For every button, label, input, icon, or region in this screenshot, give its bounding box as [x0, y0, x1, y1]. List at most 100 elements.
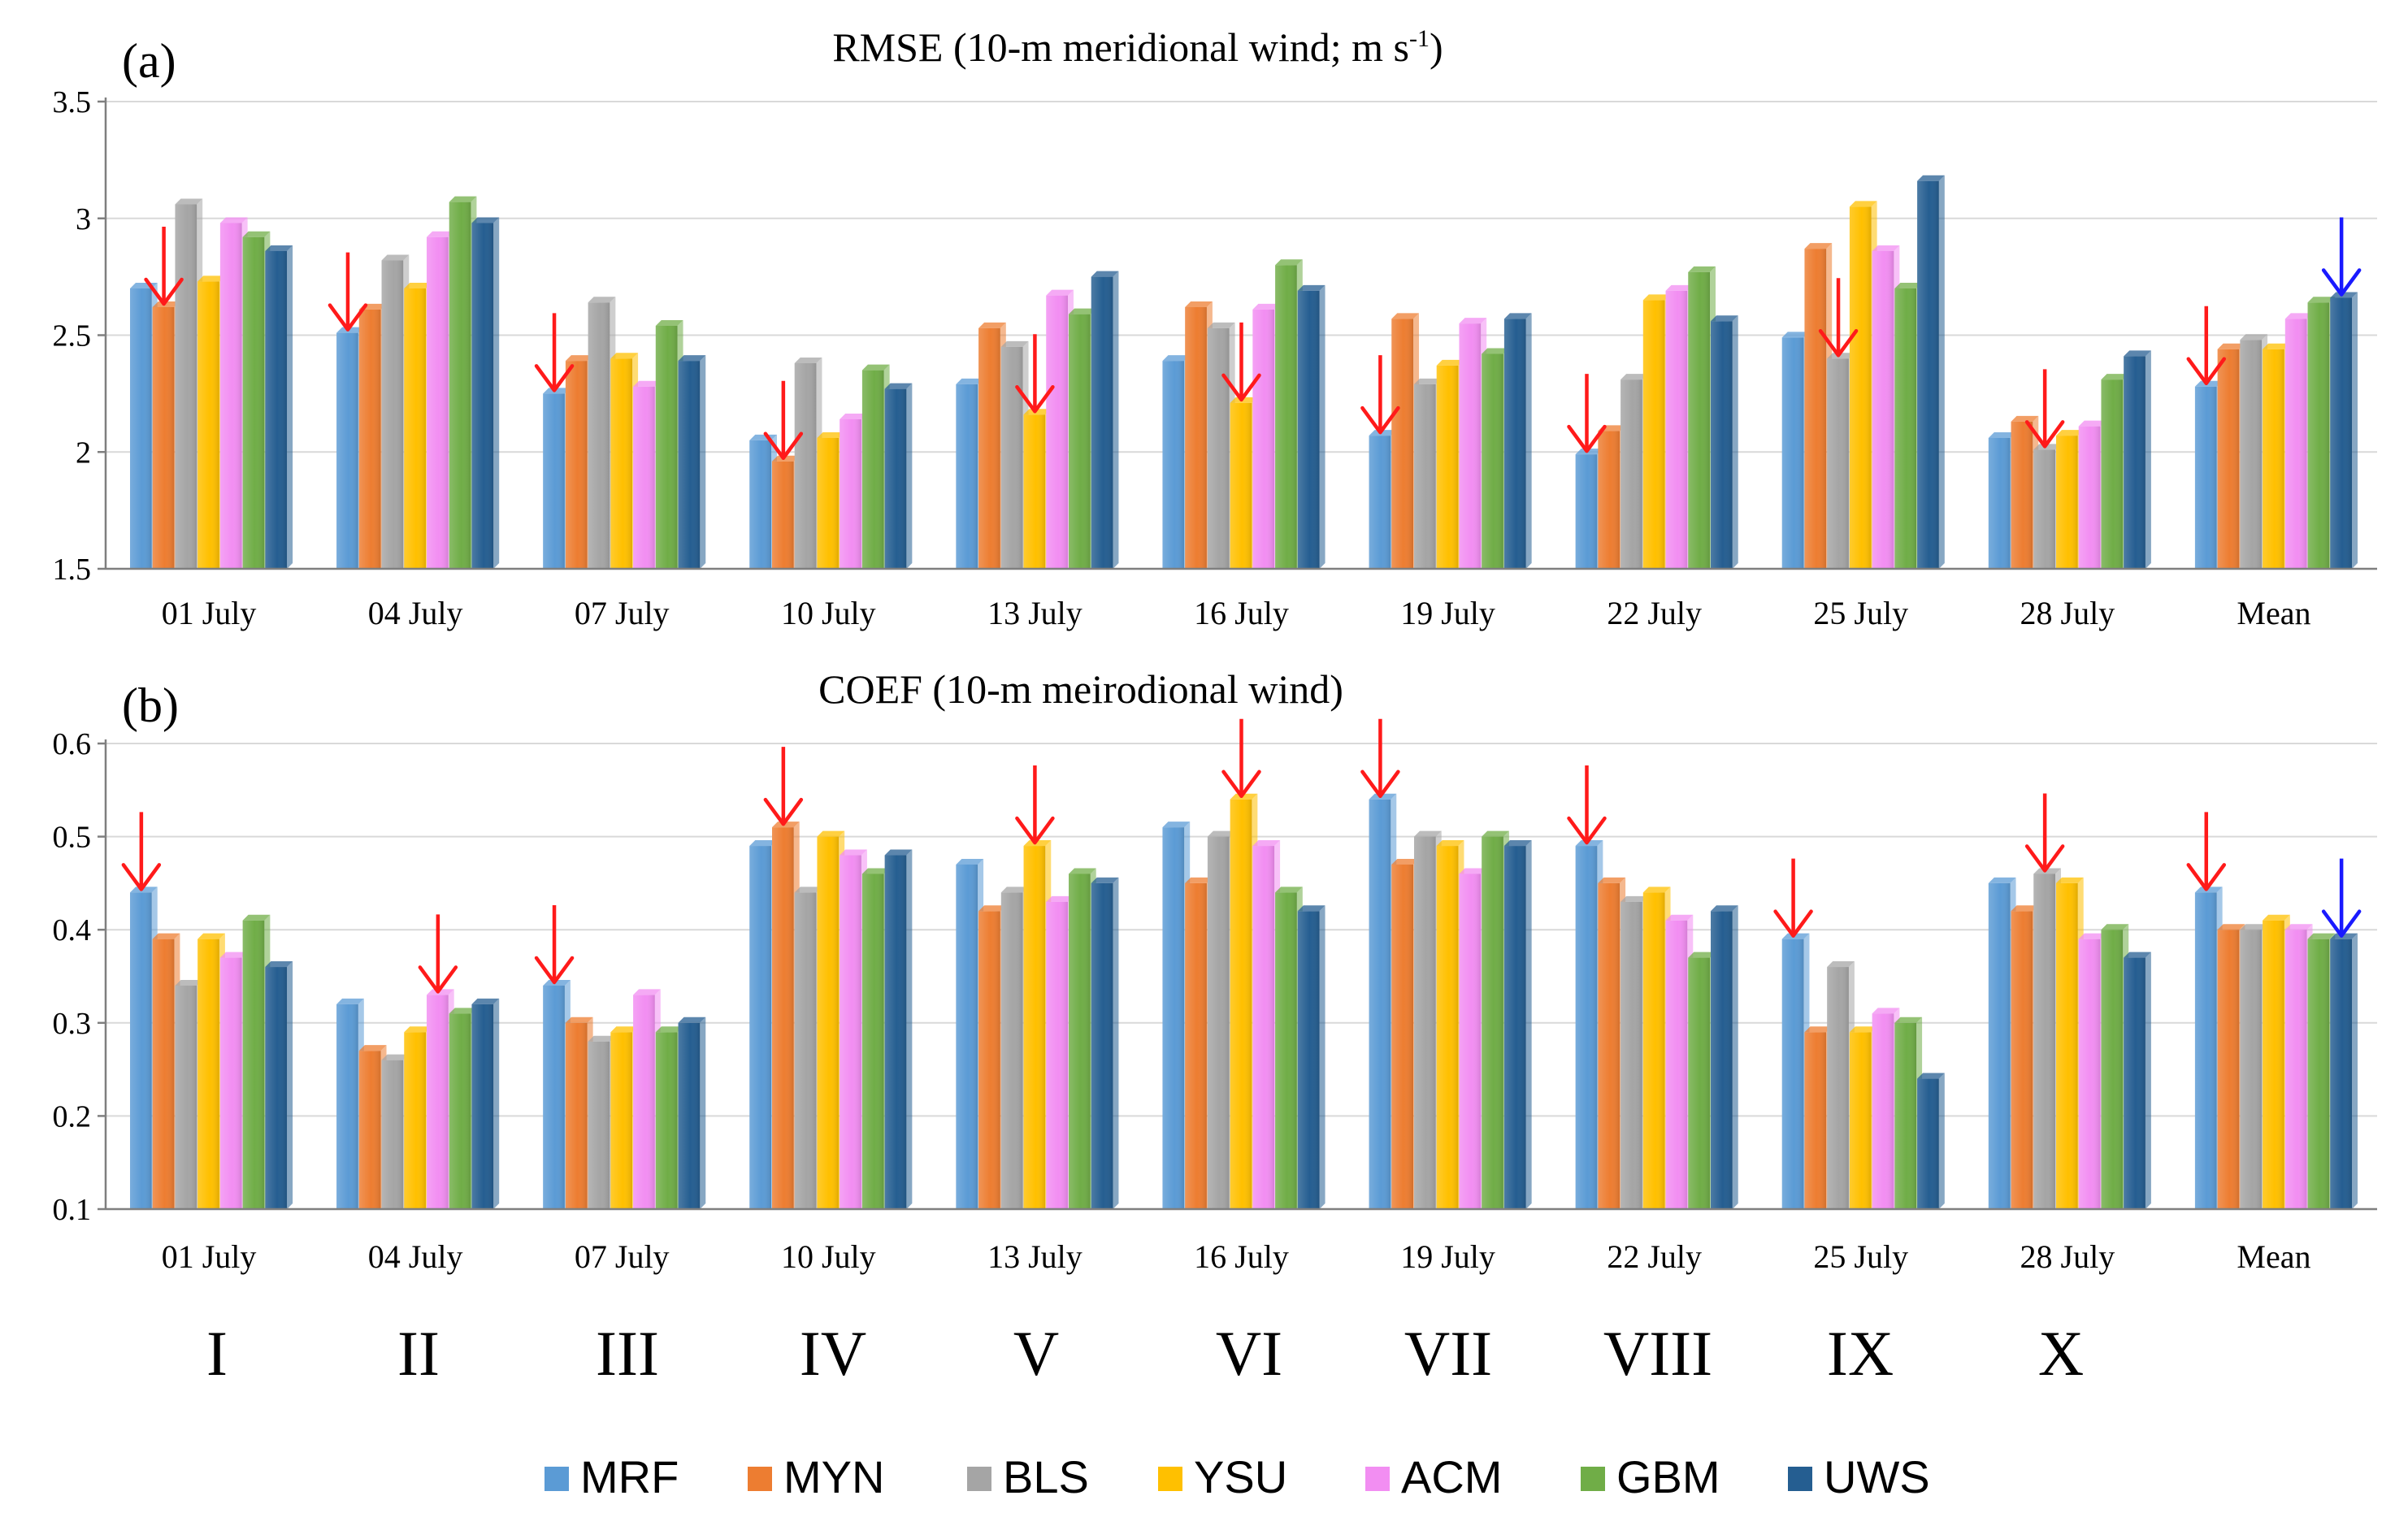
coef-bar-shade [2078, 939, 2101, 1209]
coef-bar-shade [1414, 836, 1436, 1209]
coef-bar-top [265, 961, 293, 968]
coef-bar-shade [1575, 846, 1598, 1209]
legend-item-gbm: GBM [1581, 1451, 1720, 1502]
arrow-head [1360, 770, 1400, 799]
coef-bar-shade [794, 892, 817, 1209]
coef-bar-shade [956, 864, 978, 1209]
roman-numeral-label: X [2038, 1318, 2084, 1389]
coef-x-tick-label: 04 July [368, 1238, 463, 1275]
coef-bar-shade [2194, 892, 2217, 1209]
coef-red-arrow [2186, 812, 2227, 891]
coef-bar-top [1069, 868, 1096, 874]
rmse-bar-shade [2101, 379, 2124, 569]
coef-bar-uws [1091, 877, 1119, 1209]
coef-x-tick-label: 16 July [1194, 1238, 1289, 1275]
coef-bar-shade [1369, 799, 1391, 1209]
coef-bar-mrf [1575, 840, 1603, 1209]
coef-bar-shade [2101, 930, 2124, 1209]
rmse-bar-myn [1185, 301, 1213, 569]
coef-bar-top [1046, 895, 1074, 902]
legend-item-uws: UWS [1788, 1451, 1930, 1502]
rmse-bar-shade [1000, 346, 1023, 569]
roman-numeral-label: II [397, 1318, 440, 1389]
coef-bar-shade [197, 939, 219, 1209]
coef-bar-shade [336, 1004, 358, 1209]
coef-bar-shade [1275, 892, 1297, 1209]
coef-bar-uws [1711, 905, 1738, 1209]
rmse-bar-top [565, 355, 593, 362]
coef-bar-uws [1503, 840, 1532, 1209]
coef-red-arrow [1015, 765, 1055, 845]
coef-bar-uws [471, 998, 500, 1209]
coef-bar-shade [1503, 846, 1526, 1209]
rmse-bar-top [588, 297, 616, 303]
rmse-bar-shade [2263, 349, 2284, 569]
rmse-bar-gbm [1894, 283, 1923, 569]
legend-item-ysu: YSU [1158, 1451, 1287, 1502]
rmse-bar-shade [1162, 361, 1185, 569]
legend-item-myn: MYN [748, 1451, 884, 1502]
rmse-bar-side [287, 245, 293, 569]
coef-bar-top [588, 1035, 616, 1042]
coef-bar-shade [152, 939, 175, 1209]
rmse-chart-panel: (a) RMSE (10-m meridional wind; m s-1) 1… [53, 24, 2377, 631]
panel-a-label: (a) [122, 34, 176, 88]
rmse-bar-shade [1598, 431, 1621, 569]
rmse-bar-shade [404, 288, 426, 569]
rmse-bar-top [242, 231, 271, 237]
rmse-bar-myn [2011, 415, 2039, 569]
arrow-head [2024, 420, 2065, 449]
coef-bar-shade [565, 1022, 588, 1209]
rmse-bar-shade [219, 223, 242, 569]
coef-bar-top [1598, 877, 1626, 883]
coef-bar-shade [175, 985, 197, 1209]
coef-bar-top [749, 840, 777, 847]
coef-bar-top [336, 998, 364, 1004]
coef-bar-shade [1252, 846, 1275, 1209]
coef-bar-shade [840, 855, 861, 1209]
arrow-head [1773, 909, 1813, 938]
coef-bar-top [840, 849, 867, 856]
rmse-red-arrow [1015, 334, 1055, 414]
coef-red-arrow [121, 812, 162, 891]
coef-bar-shade [772, 827, 794, 1209]
rmse-bar-shade [2078, 426, 2101, 569]
rmse-bar-top [1000, 340, 1029, 347]
coef-bar-top [1849, 1026, 1877, 1033]
legend-swatch [1365, 1467, 1390, 1491]
coef-bar-shade [2056, 882, 2078, 1209]
coef-bar-shade [2124, 957, 2146, 1209]
coef-bar-top [1872, 1008, 1900, 1014]
coef-axes [98, 739, 2377, 1211]
rmse-bar-shade [1711, 321, 1733, 569]
rmse-bar-uws [1297, 284, 1325, 569]
rmse-bar-top [1688, 266, 1716, 272]
rmse-bar-top [633, 380, 661, 387]
coef-bar-shade [1391, 864, 1413, 1209]
rmse-bar-shade [2284, 319, 2307, 569]
coef-bar-side [906, 849, 913, 1209]
rmse-bar-gbm [1482, 348, 1509, 569]
rmse-bar-uws [2330, 292, 2358, 569]
coef-x-tick-label: 22 July [1607, 1238, 1702, 1275]
rmse-bar-top [1642, 294, 1671, 301]
rmse-bar-side [1938, 175, 1945, 569]
coef-bar-top [1185, 877, 1213, 883]
coef-bar-top [242, 914, 271, 921]
coef-bar-top [1804, 1026, 1833, 1033]
rmse-bar-myn [2217, 343, 2245, 569]
rmse-bar-ysu [1436, 359, 1464, 569]
coef-bar-shade [130, 892, 152, 1209]
coef-bars [130, 793, 2358, 1209]
rmse-bar-shade [381, 260, 404, 569]
rmse-bar-uws [1091, 271, 1119, 569]
coef-bar-top [1711, 905, 1738, 912]
coef-bar-side [493, 998, 500, 1209]
rmse-bar-top [1621, 374, 1648, 380]
rmse-bar-top [543, 388, 571, 394]
arrow-head [144, 277, 184, 306]
arrow-head [1567, 424, 1607, 453]
rmse-bar-uws [1711, 315, 1738, 569]
coef-bar-shade [358, 1051, 381, 1209]
coef-bar-top [471, 998, 500, 1004]
